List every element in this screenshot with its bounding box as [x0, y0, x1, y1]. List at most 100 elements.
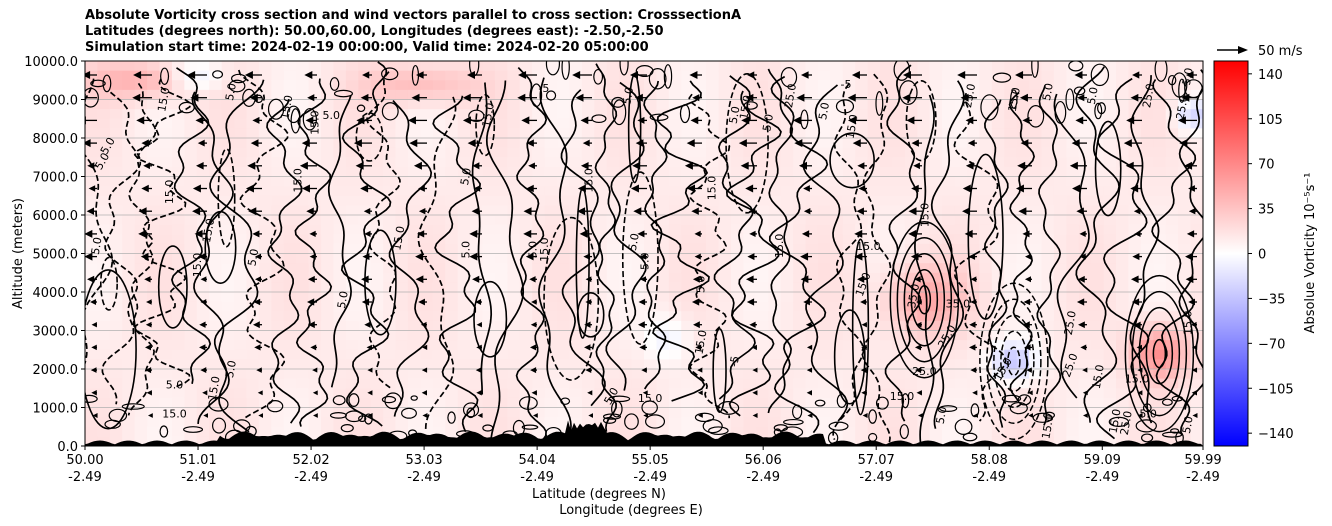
vorticity-cell [1029, 138, 1043, 149]
wind-vector-head [1024, 344, 1031, 351]
vorticity-cell [258, 301, 272, 312]
vorticity-cell [917, 417, 931, 428]
vorticity-cell [755, 292, 769, 303]
vorticity-cell [768, 157, 782, 168]
vorticity-cell [594, 157, 608, 168]
wind-vector-head [475, 299, 482, 305]
vorticity-cell [1103, 118, 1117, 129]
vorticity-cell [122, 224, 136, 235]
vorticity-cell [606, 61, 620, 72]
wind-vector-head [861, 344, 867, 351]
contour-label: 5.0 [89, 236, 105, 255]
vorticity-cell [457, 118, 471, 129]
vorticity-cell [544, 205, 558, 216]
vorticity-cell [544, 301, 558, 312]
vorticity-cell [407, 243, 421, 255]
wind-vector-head [585, 276, 592, 283]
vorticity-cell [793, 128, 807, 139]
vorticity-cell [296, 215, 310, 226]
vorticity-cell [296, 263, 310, 274]
upper-contour [1031, 61, 1039, 78]
vorticity-cell [1053, 292, 1067, 303]
vorticity-cell [97, 195, 111, 206]
vorticity-cell [296, 253, 310, 264]
wind-vector-head [477, 413, 483, 418]
vorticity-cell [581, 147, 595, 158]
vorticity-cell [395, 272, 409, 283]
vorticity-cell [1078, 99, 1092, 110]
vorticity-cell [507, 205, 521, 216]
vorticity-cell [1029, 272, 1043, 283]
vorticity-cell [892, 128, 906, 139]
vorticity-cell [718, 186, 732, 197]
vorticity-cell [109, 359, 123, 370]
wind-vector-head [577, 207, 586, 216]
wind-vector-head [192, 184, 201, 193]
vorticity-cell [817, 109, 831, 120]
vorticity-cell [296, 205, 310, 216]
vorticity-cell [656, 397, 670, 409]
vorticity-cell [780, 80, 794, 91]
vorticity-cell [1190, 234, 1203, 245]
vorticity-cell [420, 369, 434, 380]
vorticity-cell [780, 147, 794, 158]
terrain-contour [183, 426, 204, 433]
wind-vector-head [1019, 93, 1028, 102]
terrain-contour [208, 396, 229, 412]
terrain-contour [1108, 416, 1130, 427]
vorticity-cell [432, 186, 446, 197]
vorticity-cell [917, 243, 931, 255]
vorticity-cell [383, 61, 397, 72]
vorticity-cell [966, 195, 980, 206]
vorticity-cell [730, 340, 744, 351]
vorticity-cell [1103, 282, 1117, 293]
vorticity-cell [606, 282, 620, 293]
vorticity-cell [979, 263, 993, 274]
vorticity-cell [1066, 292, 1080, 303]
x-tick-label-lat: 50.00 [66, 453, 103, 468]
vorticity-cell [668, 138, 682, 149]
vorticity-cell [234, 340, 248, 351]
vorticity-cell [383, 138, 397, 149]
vorticity-cell [519, 138, 533, 149]
vorticity-cell [1165, 301, 1179, 312]
vorticity-cell [122, 205, 136, 216]
vorticity-cell [594, 320, 608, 332]
vorticity-cell [954, 195, 968, 206]
vorticity-cell [221, 138, 235, 149]
vorticity-cell [134, 80, 148, 91]
vorticity-cell [892, 99, 906, 110]
vorticity-cell [333, 340, 347, 351]
vorticity-cell [109, 99, 123, 110]
vorticity-cell [706, 89, 720, 101]
vorticity-cell [482, 61, 496, 72]
vorticity-cell [258, 369, 272, 380]
x-axis-label-lat: Latitude (degrees N) [532, 487, 666, 502]
vorticity-cell [1116, 301, 1130, 312]
vorticity-cell [892, 157, 906, 168]
vorticity-cell [407, 340, 421, 351]
vorticity-cell [1140, 320, 1154, 332]
vorticity-cell [880, 89, 894, 101]
vorticity-cell [321, 407, 335, 418]
vorticity-cell [482, 330, 496, 341]
wind-vector-head [792, 116, 801, 125]
vorticity-cell [271, 378, 285, 389]
vorticity-cell [358, 128, 372, 139]
vorticity-cell [594, 109, 608, 120]
vorticity-cell [532, 224, 546, 235]
vorticity-cell [221, 80, 235, 91]
vorticity-cell [395, 215, 409, 226]
vorticity-cell [171, 263, 185, 274]
vorticity-cell [619, 311, 633, 322]
vorticity-cell [855, 215, 869, 226]
vorticity-cell [333, 349, 347, 360]
vorticity-cell [544, 80, 558, 91]
vorticity-cell [407, 89, 421, 101]
vorticity-cell [420, 109, 434, 120]
vorticity-cell [1140, 70, 1154, 81]
vorticity-cell [656, 311, 670, 322]
vorticity-cell [693, 397, 707, 409]
vorticity-cell [904, 272, 918, 283]
vorticity-cell [693, 263, 707, 274]
